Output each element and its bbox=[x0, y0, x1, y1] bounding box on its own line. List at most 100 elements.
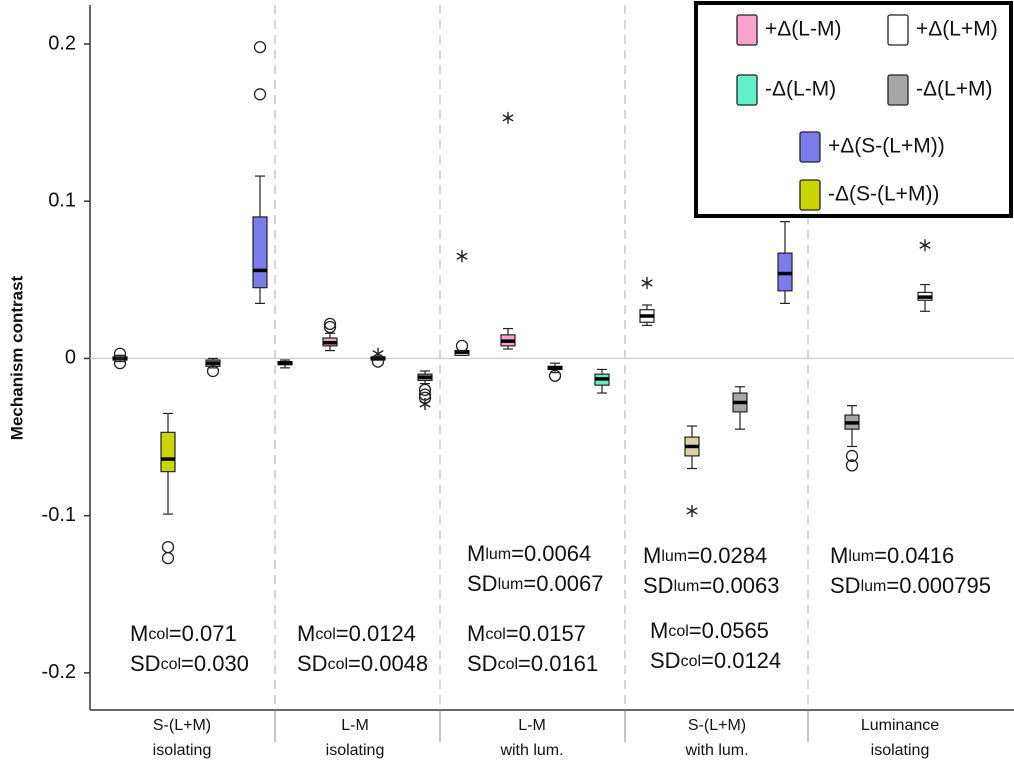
outlier-marker bbox=[113, 357, 127, 370]
annotation: SDlum=0.0067 bbox=[467, 571, 603, 596]
extreme-marker bbox=[456, 250, 468, 263]
annotation-part: =0.030 bbox=[181, 651, 249, 676]
annotation-part: M bbox=[830, 543, 848, 568]
annotation-part: M bbox=[130, 621, 148, 646]
legend-swatch bbox=[736, 74, 758, 106]
annotation-part: =0.0063 bbox=[699, 573, 779, 598]
legend-swatch bbox=[736, 14, 758, 46]
annotation-part: SD bbox=[130, 651, 161, 676]
y-tick-label: 0 bbox=[65, 347, 76, 369]
y-tick-label: -0.2 bbox=[42, 661, 76, 683]
annotation: SDcol=0.0048 bbox=[297, 651, 428, 676]
x-category-label: S-(L+M) bbox=[688, 717, 746, 734]
annotation-part: lum bbox=[861, 578, 887, 595]
annotation-part: =0.0161 bbox=[518, 651, 598, 676]
annotation: Mcol=0.0157 bbox=[467, 621, 586, 646]
annotation-part: =0.0048 bbox=[348, 651, 428, 676]
box bbox=[252, 216, 268, 289]
annotation-part: col bbox=[315, 626, 335, 643]
x-category-label: isolating bbox=[871, 742, 930, 759]
y-tick-label: 0.1 bbox=[48, 189, 76, 211]
annotation-part: =0.071 bbox=[169, 621, 237, 646]
annotation-part: M bbox=[297, 621, 315, 646]
legend-label: -Δ(L+M) bbox=[916, 78, 992, 101]
annotation: Mlum=0.0416 bbox=[830, 543, 954, 568]
extreme-marker bbox=[686, 504, 698, 517]
annotation-part: col bbox=[148, 626, 168, 643]
outlier-marker bbox=[845, 449, 859, 463]
outlier-marker bbox=[113, 347, 127, 360]
annotation-part: col bbox=[498, 656, 518, 673]
annotation-part: col bbox=[485, 626, 505, 643]
annotation-part: SD bbox=[297, 651, 328, 676]
annotation-part: lum bbox=[498, 576, 524, 593]
x-category-label: isolating bbox=[153, 742, 212, 759]
annotation-part: SD bbox=[650, 648, 681, 673]
annotation-part: M bbox=[650, 618, 668, 643]
outlier-marker bbox=[845, 459, 859, 472]
annotation-part: =0.0284 bbox=[687, 543, 767, 568]
annotation-part: lum bbox=[848, 548, 874, 565]
annotation-part: SD bbox=[467, 571, 498, 596]
legend-swatch bbox=[799, 179, 821, 211]
annotation-part: lum bbox=[674, 578, 700, 595]
y-tick-label: -0.1 bbox=[42, 504, 76, 526]
x-category-label: with lum. bbox=[499, 742, 563, 759]
annotation-part: lum bbox=[485, 546, 511, 563]
annotation-part: =0.0067 bbox=[523, 571, 603, 596]
annotation: SDlum=0.0063 bbox=[643, 573, 779, 598]
annotation: Mlum=0.0064 bbox=[467, 541, 591, 566]
extreme-marker bbox=[372, 347, 384, 360]
annotation-part: =0.0565 bbox=[689, 618, 769, 643]
extreme-marker bbox=[919, 239, 931, 252]
legend-swatch bbox=[887, 74, 909, 106]
x-category-label: with lum. bbox=[684, 742, 748, 759]
annotation: SDcol=0.030 bbox=[130, 651, 249, 676]
annotation-part: col bbox=[668, 623, 688, 640]
annotation: SDcol=0.0124 bbox=[650, 648, 781, 673]
annotation-part: =0.0416 bbox=[874, 543, 954, 568]
annotation: Mlum=0.0284 bbox=[643, 543, 767, 568]
x-category-label: L-M bbox=[518, 717, 546, 734]
x-category-label: L-M bbox=[341, 717, 369, 734]
x-category-label: Luminance bbox=[861, 717, 939, 734]
annotation: Mcol=0.0565 bbox=[650, 618, 769, 643]
annotation-part: =0.0124 bbox=[701, 648, 781, 673]
annotation: Mcol=0.0124 bbox=[297, 621, 416, 646]
annotation-part: =0.0157 bbox=[506, 621, 586, 646]
annotation-part: =0.0124 bbox=[336, 621, 416, 646]
outlier-marker bbox=[323, 317, 337, 331]
outlier-marker bbox=[455, 339, 469, 353]
annotation: SDlum=0.000795 bbox=[830, 573, 991, 598]
outlier-marker bbox=[206, 364, 220, 378]
legend-label: +Δ(S-(L+M)) bbox=[828, 135, 945, 158]
annotation-part: lum bbox=[661, 548, 687, 565]
legend-label: +Δ(L+M) bbox=[916, 18, 998, 41]
extreme-marker bbox=[419, 398, 431, 411]
outlier-marker bbox=[253, 40, 267, 54]
y-axis-label: Mechanism contrast bbox=[7, 275, 26, 440]
extreme-marker bbox=[641, 276, 653, 289]
annotation: SDcol=0.0161 bbox=[467, 651, 598, 676]
box bbox=[160, 431, 176, 473]
annotation-part: =0.000795 bbox=[886, 573, 991, 598]
legend-label: +Δ(L-M) bbox=[765, 18, 841, 41]
outlier-marker bbox=[418, 383, 432, 397]
extreme-marker bbox=[502, 111, 514, 124]
annotation-part: =0.0064 bbox=[511, 541, 591, 566]
legend-swatch bbox=[799, 131, 821, 163]
x-category-label: isolating bbox=[326, 742, 385, 759]
legend-label: -Δ(L-M) bbox=[765, 78, 836, 101]
outlier-marker bbox=[548, 369, 562, 382]
annotation-part: SD bbox=[830, 573, 861, 598]
annotation-part: SD bbox=[467, 651, 498, 676]
annotation: Mcol=0.071 bbox=[130, 621, 237, 646]
outlier-marker bbox=[161, 551, 175, 565]
legend-swatch bbox=[887, 14, 909, 46]
annotation-part: M bbox=[467, 541, 485, 566]
annotation-part: M bbox=[643, 543, 661, 568]
outlier-marker bbox=[323, 320, 337, 334]
annotation-part: col bbox=[681, 653, 701, 670]
x-category-label: S-(L+M) bbox=[153, 717, 211, 734]
